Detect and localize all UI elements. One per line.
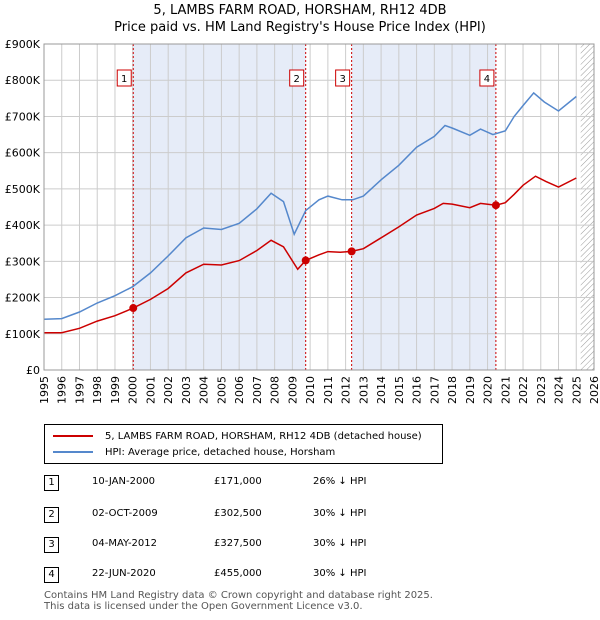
y-tick-label: £300K <box>5 255 41 268</box>
x-tick-label: 2002 <box>162 376 175 404</box>
sale-period-shade <box>351 44 496 370</box>
sale-number-box <box>335 69 351 87</box>
x-tick-label: 2015 <box>393 376 406 404</box>
y-tick-label: £100K <box>5 328 41 341</box>
transaction-date: 22-JUN-2020 <box>92 568 156 579</box>
x-tick-label: 2025 <box>570 376 583 404</box>
footer-copyright: Contains HM Land Registry data © Crown c… <box>44 590 433 601</box>
x-tick-label: 2004 <box>198 376 211 404</box>
sale-number-box <box>289 69 305 87</box>
x-tick-label: 2007 <box>251 376 264 404</box>
chart-title-line2: Price paid vs. HM Land Registry's House … <box>114 20 486 35</box>
sale-number-label: 2 <box>294 74 300 85</box>
transaction-date: 02-OCT-2009 <box>92 508 158 519</box>
hpi-line <box>43 91 577 321</box>
sale-number-label: 3 <box>339 74 345 85</box>
y-tick-label: £800K <box>5 74 41 87</box>
plot-frame <box>43 43 595 371</box>
transaction-number-badge: 1 <box>44 475 59 491</box>
x-tick-label: 2000 <box>127 376 140 404</box>
x-tick-label: 2016 <box>411 376 424 404</box>
x-tick-label: 2024 <box>553 376 566 404</box>
x-tick-label: 2023 <box>535 376 548 404</box>
transaction-hpi-diff: 30% ↓ HPI <box>313 568 367 579</box>
legend-line-property <box>53 435 93 437</box>
sale-point <box>129 304 138 313</box>
transaction-row: 1 10-JAN-2000 £171,000 26% ↓ HPI <box>44 475 424 491</box>
x-tick-label: 2011 <box>322 376 335 404</box>
sale-point <box>491 201 500 210</box>
transaction-date: 04-MAY-2012 <box>92 538 158 549</box>
x-tick-label: 2019 <box>464 376 477 404</box>
legend-label-property: 5, LAMBS FARM ROAD, HORSHAM, RH12 4DB (d… <box>105 430 422 442</box>
x-tick-label: 2018 <box>446 376 459 404</box>
property-price-line <box>44 175 577 334</box>
x-tick-label: 2022 <box>517 376 530 404</box>
x-tick-label: 1995 <box>38 376 51 404</box>
transaction-price: £171,000 <box>214 476 262 487</box>
x-tick-label: 2020 <box>482 376 495 404</box>
y-tick-label: £400K <box>5 219 41 232</box>
x-tick-label: 2017 <box>428 376 441 404</box>
transaction-price: £455,000 <box>214 568 262 579</box>
x-tick-label: 2013 <box>357 376 370 404</box>
sale-number-label: 1 <box>121 74 127 85</box>
x-tick-label: 2012 <box>340 376 353 404</box>
plot-area <box>44 44 594 370</box>
chart-title-line1: 5, LAMBS FARM ROAD, HORSHAM, RH12 4DB <box>153 3 447 18</box>
x-tick-label: 2026 <box>588 376 600 404</box>
y-tick-label: £0 <box>26 364 40 377</box>
footer: Contains HM Land Registry data © Crown c… <box>44 590 433 612</box>
sale-point <box>301 256 310 265</box>
legend-item-hpi: HPI: Average price, detached house, Hors… <box>53 445 335 459</box>
forecast-hatch <box>580 44 594 370</box>
y-tick-label: £200K <box>5 292 41 305</box>
y-tick-label: £500K <box>5 183 41 196</box>
sale-number-box <box>479 69 495 87</box>
chart-legend: 5, LAMBS FARM ROAD, HORSHAM, RH12 4DB (d… <box>44 424 443 464</box>
legend-line-hpi <box>53 451 93 453</box>
transaction-date: 10-JAN-2000 <box>92 476 156 487</box>
x-tick-label: 2006 <box>233 376 246 404</box>
x-tick-label: 1999 <box>109 376 122 404</box>
transaction-number-badge: 3 <box>44 537 59 553</box>
transaction-number-badge: 2 <box>44 507 59 523</box>
x-tick-label: 2001 <box>144 376 157 404</box>
x-tick-label: 2014 <box>375 376 388 404</box>
legend-item-property: 5, LAMBS FARM ROAD, HORSHAM, RH12 4DB (d… <box>53 429 422 443</box>
transaction-hpi-diff: 26% ↓ HPI <box>313 476 367 487</box>
transaction-price: £327,500 <box>214 538 262 549</box>
sale-point <box>347 247 356 256</box>
x-tick-label: 2003 <box>180 376 193 404</box>
x-tick-label: 2009 <box>286 376 299 404</box>
transaction-hpi-diff: 30% ↓ HPI <box>313 508 367 519</box>
sale-period-shade <box>133 44 306 370</box>
y-tick-label: £600K <box>5 147 41 160</box>
price-chart: 1 2 3 4 £0 £100K £200K £300K £400K £500K £600K £700… <box>5 38 600 404</box>
y-tick-label: £700K <box>5 110 41 123</box>
x-tick-label: 1996 <box>56 376 69 404</box>
x-tick-label: 1998 <box>91 376 104 404</box>
sale-number-label: 4 <box>484 74 490 85</box>
transaction-row: 4 22-JUN-2020 £455,000 30% ↓ HPI <box>44 567 424 583</box>
x-tick-label: 2008 <box>269 376 282 404</box>
transaction-hpi-diff: 30% ↓ HPI <box>313 538 367 549</box>
transaction-row: 3 04-MAY-2012 £327,500 30% ↓ HPI <box>44 537 424 553</box>
sale-number-box <box>116 69 132 87</box>
x-tick-label: 2010 <box>304 376 317 404</box>
transaction-price: £302,500 <box>214 508 262 519</box>
x-tick-label: 2021 <box>499 376 512 404</box>
legend-label-hpi: HPI: Average price, detached house, Hors… <box>105 446 336 458</box>
footer-licence: This data is licensed under the Open Gov… <box>44 601 363 612</box>
y-tick-label: £900K <box>5 38 41 51</box>
x-tick-label: 1997 <box>73 376 86 404</box>
x-tick-label: 2005 <box>215 376 228 404</box>
transaction-number-badge: 4 <box>44 567 59 583</box>
transaction-row: 2 02-OCT-2009 £302,500 30% ↓ HPI <box>44 507 424 523</box>
